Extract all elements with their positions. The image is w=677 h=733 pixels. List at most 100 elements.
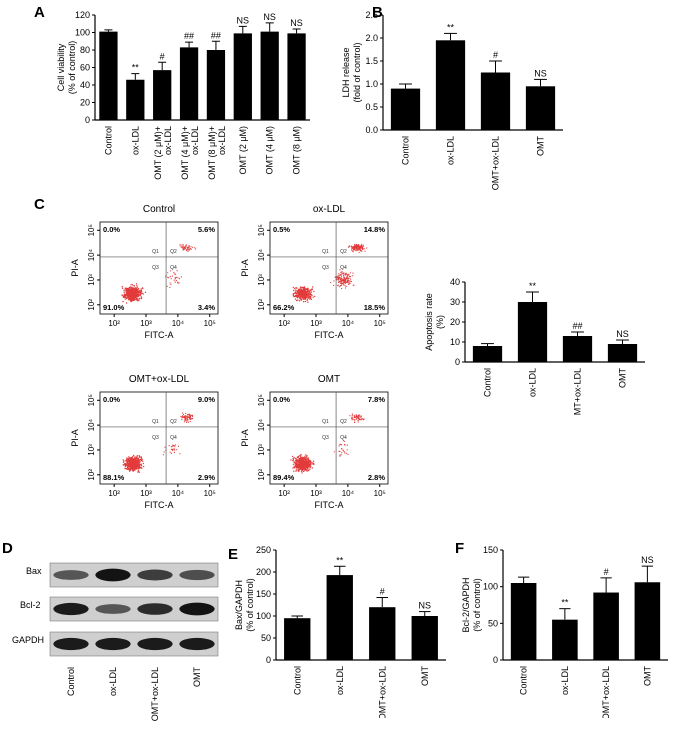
x-tick-label: ox-LDL xyxy=(335,666,345,695)
y-axis-label: Cell viability xyxy=(56,43,66,91)
x-tick-label: 10⁵ xyxy=(204,319,216,328)
quadrant-percent-q1: 0.5% xyxy=(273,225,290,234)
bar-control xyxy=(390,88,421,130)
y-tick-label: 10⁵ xyxy=(257,224,266,236)
x-tick-label: 10⁴ xyxy=(172,489,185,498)
significance-label: NS xyxy=(263,12,276,22)
y-tick-label: 50 xyxy=(488,618,498,628)
scatter-points xyxy=(290,413,365,474)
x-axis-label: FITC-A xyxy=(315,330,344,340)
x-axis-label: FITC-A xyxy=(145,330,174,340)
y-tick-label: 250 xyxy=(256,545,271,555)
x-tick-label: 10⁴ xyxy=(342,489,355,498)
flow-plot-frame xyxy=(99,221,219,315)
significance-label: NS xyxy=(290,18,303,28)
panel-letter-d: D xyxy=(2,540,13,557)
bar-ox-ldl xyxy=(517,302,548,362)
y-tick-label: 10⁴ xyxy=(257,418,266,431)
y-tick-label: 10⁴ xyxy=(87,248,96,261)
quadrant-percent-q3: 91.0% xyxy=(103,303,125,312)
bar-omt xyxy=(411,616,438,660)
quadrant-gate-label: Q2 xyxy=(170,419,177,425)
y-tick-label: 40 xyxy=(80,80,90,90)
y-axis-label: Apoptosis rate xyxy=(424,293,434,351)
quadrant-percent-q3: 89.4% xyxy=(273,473,295,482)
quadrant-percent-q1: 0.0% xyxy=(103,395,120,404)
quadrant-gate-label: Q1 xyxy=(152,249,159,255)
bar-ox-ldl xyxy=(326,575,353,660)
y-axis-label: PI-A xyxy=(70,429,80,447)
blot-band xyxy=(95,637,131,651)
blot-lane-label-ox-ldl: ox-LDL xyxy=(108,667,118,696)
chart-c-apoptosis-rate: 0 10 20 30 40 Apoptosis rate (%) Control ** ox-LD… xyxy=(424,277,645,415)
quadrant-percent-q2: 7.8% xyxy=(368,395,385,404)
flow-plot-title: OMT xyxy=(318,374,340,385)
blot-band xyxy=(137,569,173,581)
significance-label: ** xyxy=(336,555,344,565)
bar-omt-2-m xyxy=(233,33,252,120)
y-tick-label: 10 xyxy=(450,337,460,347)
significance-label: ** xyxy=(561,598,569,608)
quadrant-gate-label: Q3 xyxy=(322,265,329,271)
x-tick-label: ox-LDL xyxy=(528,368,538,397)
flow-plot-frame xyxy=(269,221,389,315)
x-tick-label: 10⁵ xyxy=(204,489,216,498)
y-tick-label: 0 xyxy=(266,655,271,665)
quadrant-gate-label: Q2 xyxy=(340,419,347,425)
blot-row-label-bcl2: Bcl-2 xyxy=(20,600,41,610)
bar-control xyxy=(472,346,503,362)
quadrant-percent-q4: 3.4% xyxy=(198,303,215,312)
blot-band xyxy=(53,637,89,651)
x-tick-label: ox-LDL xyxy=(130,126,140,155)
x-tick-label: Control xyxy=(519,666,529,695)
bar-omt-ox-ldl xyxy=(593,592,619,660)
x-tick-label: 10⁵ xyxy=(374,319,386,328)
flow-plot-frame xyxy=(99,391,219,485)
bar-omt xyxy=(607,344,638,362)
y-tick-label: 10² xyxy=(87,299,96,311)
significance-label: # xyxy=(493,50,498,60)
chart-b-ldh-release: 0.0 0.5 1.0 1.5 2.0 2.5 LDH release (fold of co… xyxy=(341,10,563,190)
y-tick-label: 100 xyxy=(483,582,498,592)
bar-ox-ldl xyxy=(435,40,466,130)
significance-label: # xyxy=(160,51,165,61)
y-tick-label: 60 xyxy=(80,63,90,73)
blot-band xyxy=(53,602,89,616)
bar-omt-8-m-ox-ldl xyxy=(206,50,226,120)
x-tick-label: OMT (8 μM)+ox-LDL xyxy=(207,126,227,180)
blot-band xyxy=(179,602,215,616)
blot-band xyxy=(179,637,215,651)
bar-omt-ox-ldl xyxy=(369,607,396,660)
bar-omt-4-m xyxy=(260,31,279,120)
bar-ox-ldl xyxy=(126,79,145,120)
y-tick-label: 100 xyxy=(75,28,90,38)
y-tick-label: 1.0 xyxy=(365,79,378,89)
blot-band xyxy=(95,604,131,614)
quadrant-percent-q3: 66.2% xyxy=(273,303,295,312)
quadrant-percent-q2: 5.6% xyxy=(198,225,215,234)
y-tick-label: 30 xyxy=(450,297,460,307)
chart-e-bax-gapdh: 0 50 100 150 200 250 Bax/GAPDH (% of control) Co… xyxy=(234,545,446,718)
blot-band xyxy=(53,570,89,580)
quadrant-gate-label: Q4 xyxy=(170,265,177,271)
significance-label: NS xyxy=(237,15,250,25)
x-axis-label: FITC-A xyxy=(145,500,174,510)
chart-f-bcl2-gapdh: 0 50 100 150 Bcl-2/GAPDH (% of control) Contro… xyxy=(461,545,668,718)
y-tick-label: 10² xyxy=(87,469,96,481)
quadrant-percent-q3: 88.1% xyxy=(103,473,125,482)
x-tick-label: 10⁴ xyxy=(172,319,185,328)
scatter-points xyxy=(121,244,197,304)
y-tick-label: 150 xyxy=(483,545,498,555)
quadrant-percent-q1: 0.0% xyxy=(273,395,290,404)
y-axis-label: LDH release xyxy=(341,47,351,97)
bar-omt-2-m-ox-ldl xyxy=(153,70,172,120)
x-tick-label: 10² xyxy=(108,319,120,328)
significance-label: NS xyxy=(616,329,629,339)
y-tick-label: 0.0 xyxy=(365,125,378,135)
bar-control xyxy=(284,618,311,660)
y-tick-label: 10³ xyxy=(87,274,96,286)
y-tick-label: 2.5 xyxy=(365,10,378,20)
x-tick-label: Control xyxy=(292,666,302,695)
significance-label: NS xyxy=(418,601,431,611)
x-tick-label: ox-LDL xyxy=(560,666,570,695)
